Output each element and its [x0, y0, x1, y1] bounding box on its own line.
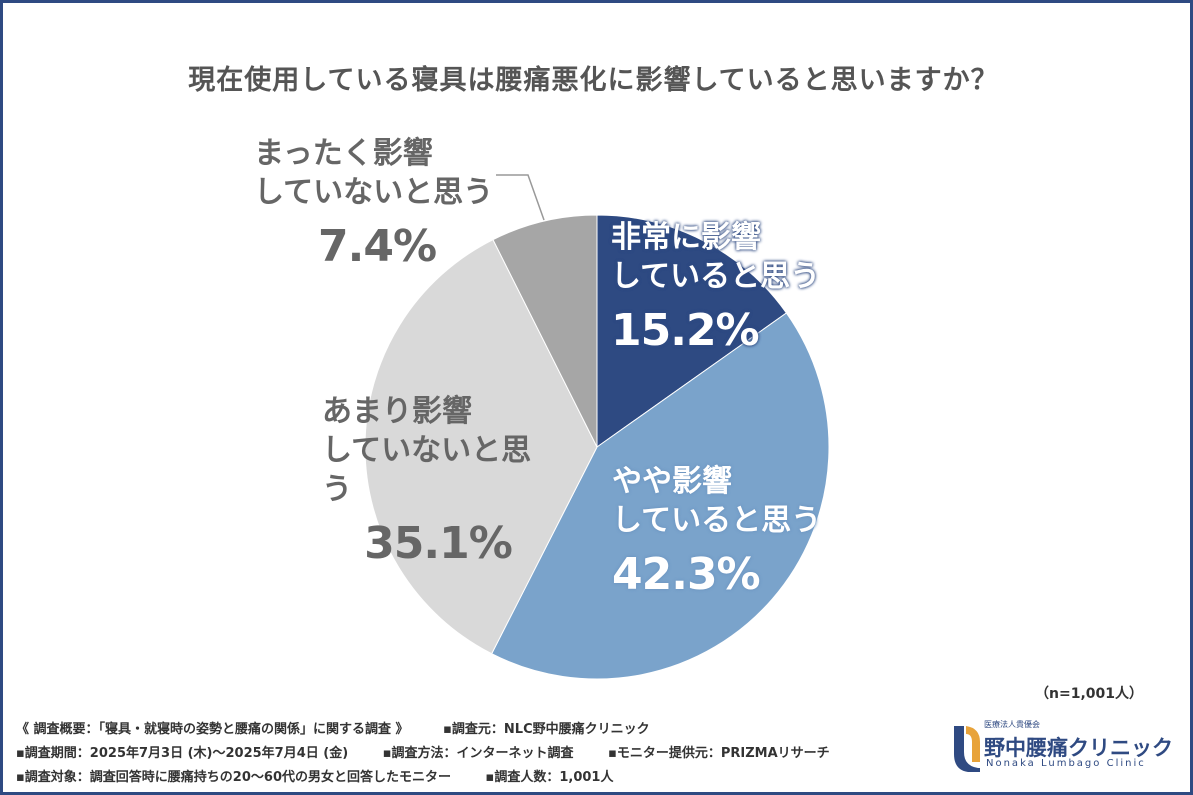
survey-source: ▪調査元：NLC野中腰痛クリニック [443, 722, 650, 737]
clinic-logo: 医療法人貴優会 野中腰痛クリニック Nonaka Lumbago Clinic [950, 716, 1180, 776]
slice-label-somewhat: やや影響 していると思う 42.3% [612, 462, 821, 603]
slice-label-not-much-line2: していないと思う [322, 433, 532, 507]
sample-size-label: （n=1,001人） [1035, 686, 1143, 702]
slice-label-not-much-line1: あまり影響 [322, 394, 472, 429]
slice-label-very: 非常に影響 していると思う 15.2% [611, 218, 820, 359]
slice-label-not-at-all-line1: まったく影響 [254, 136, 433, 171]
footer-row-1: 《 調査概要：「寝具・就寝時の姿勢と腰痛の関係」に関する調査 》 ▪調査元：NL… [16, 718, 650, 737]
slice-label-not-much: あまり影響 していないと思う 35.1% [322, 392, 554, 572]
logo-name: 野中腰痛クリニック [984, 736, 1173, 760]
survey-monitor-provider: ▪モニター提供元：PRIZMAリサーチ [608, 746, 830, 761]
logo-mark-icon [954, 726, 980, 772]
slice-label-somewhat-line1: やや影響 [612, 464, 732, 499]
survey-period: ▪調査期間：2025年7月3日 (木)〜2025年7月4日 (金) [16, 746, 349, 761]
logo-corporation: 医療法人貴優会 [984, 720, 1040, 729]
pie-slice-not-much [364, 238, 598, 655]
footer-row-3: ▪調査対象：調査回答時に腰痛持ちの20〜60代の男女と回答したモニター ▪調査人… [16, 766, 613, 785]
slice-label-very-line2: していると思う [611, 259, 821, 294]
slice-value-somewhat: 42.3% [612, 549, 761, 600]
footer-row-2: ▪調査期間：2025年7月3日 (木)〜2025年7月4日 (金) ▪調査方法：… [16, 742, 830, 761]
pie-slice-not-at-all [492, 214, 598, 448]
slice-label-somewhat-line2: していると思う [612, 503, 822, 538]
logo-english-name: Nonaka Lumbago Clinic [986, 758, 1146, 769]
survey-method: ▪調査方法：インターネット調査 [382, 746, 574, 761]
survey-target: ▪調査対象：調査回答時に腰痛持ちの20〜60代の男女と回答したモニター [16, 770, 451, 785]
survey-summary: 《 調査概要：「寝具・就寝時の姿勢と腰痛の関係」に関する調査 》 [16, 722, 409, 737]
survey-count: ▪調査人数：1,001人 [485, 770, 614, 785]
slice-label-not-at-all: まったく影響 していないと思う 7.4% [254, 134, 494, 275]
slice-value-not-at-all: 7.4% [318, 221, 437, 272]
pie-slice-somewhat [491, 312, 830, 680]
slice-label-not-at-all-line2: していないと思う [254, 175, 494, 210]
slice-value-very: 15.2% [611, 305, 760, 356]
slice-value-not-much: 35.1% [364, 518, 513, 569]
chart-title: 現在使用している寝具は腰痛悪化に影響していると思いますか？ [188, 65, 999, 96]
slice-label-very-line1: 非常に影響 [611, 220, 761, 255]
leader-line [496, 174, 545, 221]
pie-slice-very [596, 214, 788, 448]
